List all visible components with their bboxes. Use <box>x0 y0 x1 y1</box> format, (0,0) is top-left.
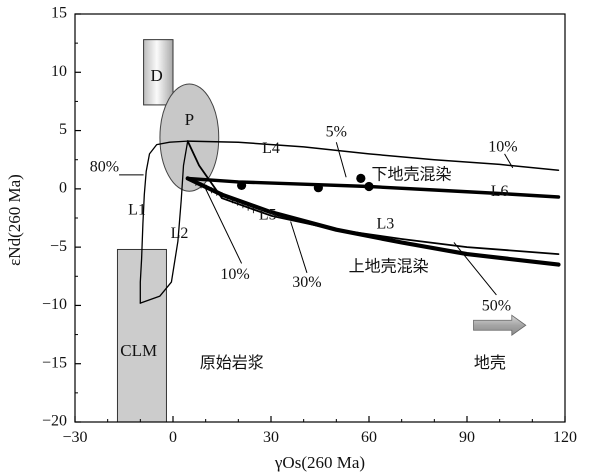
sample-point <box>364 181 374 192</box>
label-p: P <box>185 110 194 129</box>
label-50: 50% <box>482 297 511 314</box>
label-annotation-18: 地壳 <box>474 353 506 372</box>
x-tick-label: 90 <box>459 429 475 446</box>
y-axis-label: εNd(260 Ma) <box>5 174 24 266</box>
label-30: 30% <box>292 274 321 291</box>
x-tick-label: −30 <box>62 429 87 446</box>
label-d: D <box>151 66 163 85</box>
x-tick-label: 120 <box>553 429 577 446</box>
y-tick-label: 15 <box>51 5 67 22</box>
y-tick-label: 10 <box>51 63 67 80</box>
y-tick-label: 0 <box>59 180 67 197</box>
label-annotation-17: 原始岩浆 <box>200 353 264 372</box>
x-tick-label: 30 <box>263 429 279 446</box>
label-l2: L2 <box>171 225 189 242</box>
region-p <box>159 83 220 192</box>
region-clm <box>116 248 167 423</box>
label-annotation-15: 下地壳混染 <box>371 164 451 183</box>
label-80: 80% <box>90 159 119 176</box>
label-l4: L4 <box>262 140 280 157</box>
leader-line <box>205 188 243 264</box>
leader-line <box>290 221 308 273</box>
x-tick-label: 60 <box>361 429 377 446</box>
series-line-l2 <box>139 140 189 304</box>
leader-line <box>453 242 497 296</box>
label-10: 10% <box>220 266 249 283</box>
x-axis-label: γOs(260 Ma) <box>274 453 365 472</box>
y-tick-label: −10 <box>42 296 67 313</box>
leader-line <box>504 153 514 169</box>
leader-line <box>335 142 347 178</box>
y-tick-label: 5 <box>59 121 67 138</box>
label-annotation-16: 上地壳混染 <box>349 256 429 275</box>
label-l1: L1 <box>128 202 146 219</box>
label-10: 10% <box>488 139 517 156</box>
series-line-l4 <box>186 140 560 171</box>
sample-point <box>356 173 366 183</box>
region-d <box>143 39 174 106</box>
label-l6: L6 <box>491 183 509 200</box>
y-tick-label: −5 <box>50 238 67 255</box>
sample-point <box>313 183 323 193</box>
label-l3: L3 <box>376 216 394 233</box>
label-5: 5% <box>326 124 347 141</box>
crust-arrow <box>473 314 527 337</box>
y-tick-label: −20 <box>42 413 67 430</box>
x-tick-label: 0 <box>169 429 177 446</box>
sample-point <box>237 180 247 190</box>
label-l5: L5 <box>259 206 277 223</box>
y-tick-label: −15 <box>42 354 67 371</box>
label-clm: CLM <box>120 341 157 360</box>
series-line-l1 <box>139 140 189 304</box>
